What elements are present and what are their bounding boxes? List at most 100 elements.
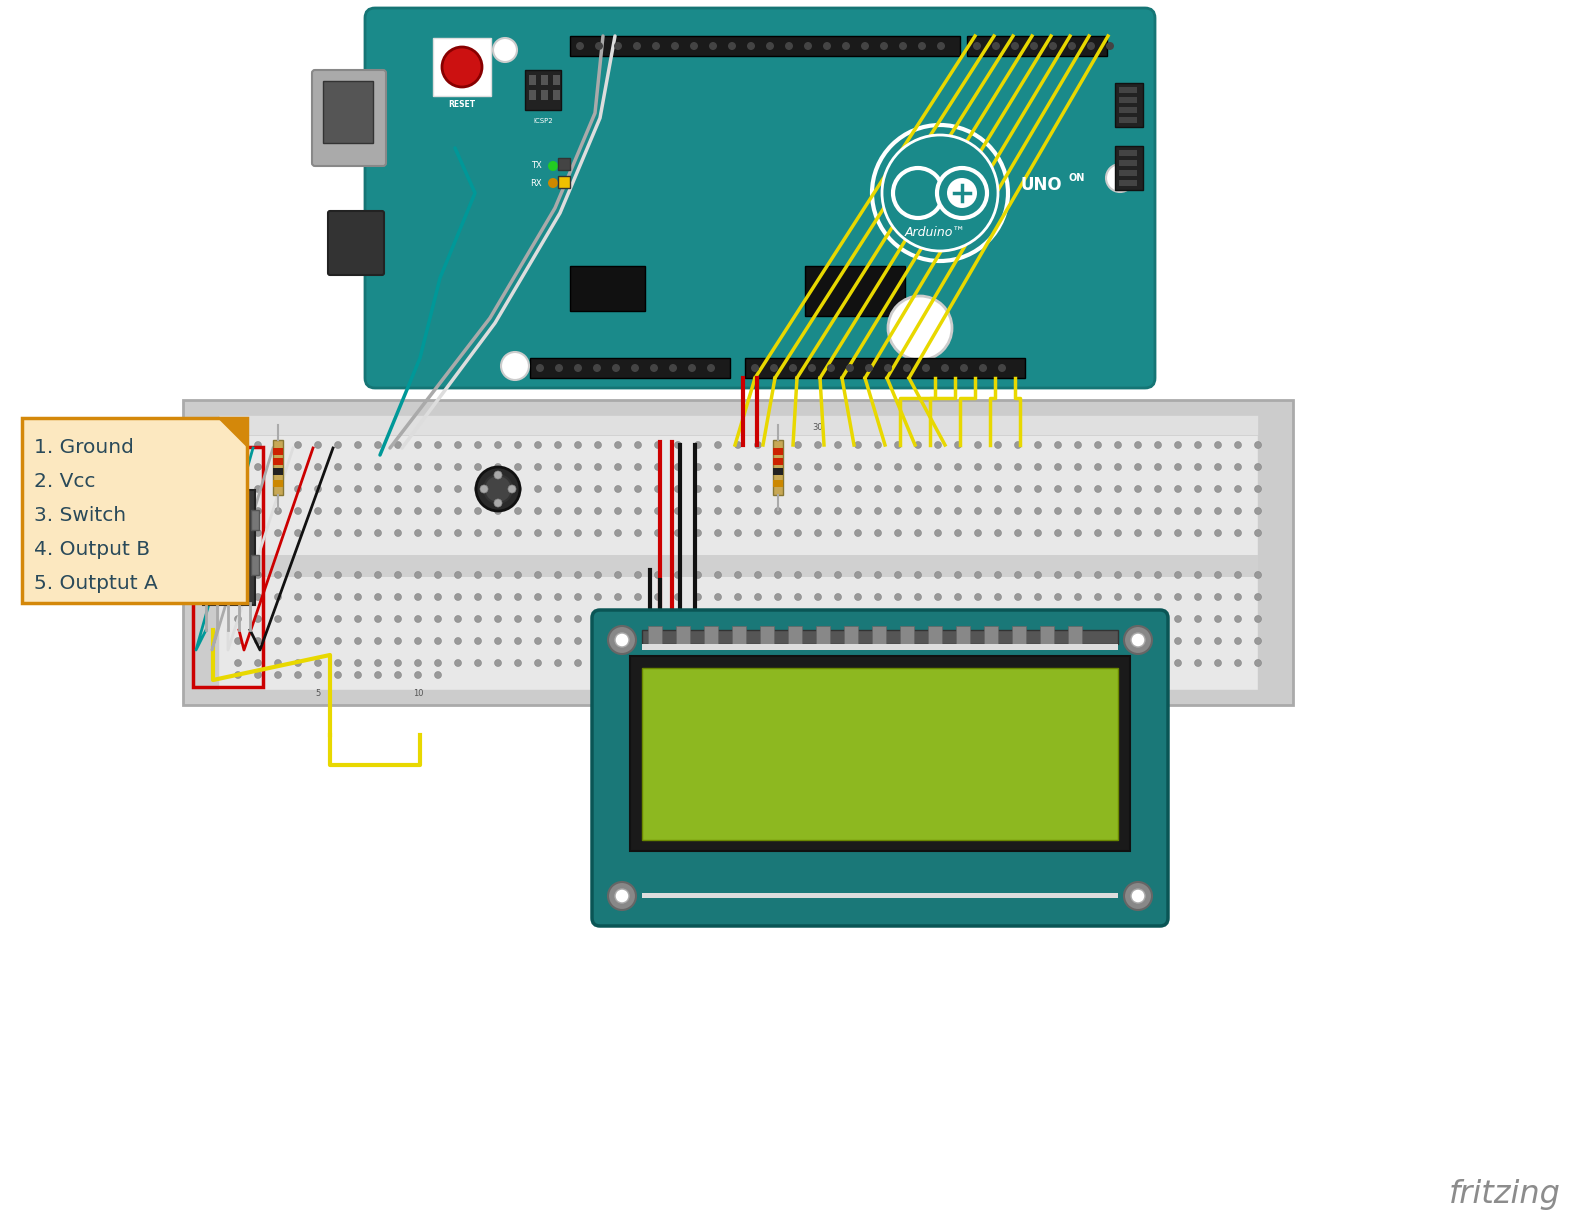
Circle shape xyxy=(1135,659,1141,667)
Circle shape xyxy=(335,637,341,645)
Text: 4. Output B: 4. Output B xyxy=(35,540,149,559)
Circle shape xyxy=(934,529,942,537)
Circle shape xyxy=(1014,442,1022,448)
Bar xyxy=(773,448,783,456)
Circle shape xyxy=(715,615,722,623)
Circle shape xyxy=(1195,637,1201,645)
Circle shape xyxy=(1234,529,1242,537)
Circle shape xyxy=(355,593,362,600)
Circle shape xyxy=(954,442,962,448)
Circle shape xyxy=(1154,485,1162,492)
Circle shape xyxy=(1086,42,1096,50)
Circle shape xyxy=(635,507,641,515)
Circle shape xyxy=(894,442,901,448)
Circle shape xyxy=(775,442,781,448)
Circle shape xyxy=(1195,659,1201,667)
Circle shape xyxy=(335,659,341,667)
Circle shape xyxy=(998,363,1006,372)
Circle shape xyxy=(835,442,841,448)
Circle shape xyxy=(874,571,882,578)
Circle shape xyxy=(534,463,541,470)
Bar xyxy=(1119,107,1137,113)
Text: ICSP2: ICSP2 xyxy=(533,118,553,124)
Circle shape xyxy=(454,659,462,667)
Circle shape xyxy=(794,659,802,667)
Bar xyxy=(530,359,729,378)
Circle shape xyxy=(555,529,561,537)
Circle shape xyxy=(314,615,322,623)
Circle shape xyxy=(654,529,662,537)
Circle shape xyxy=(1055,442,1061,448)
Circle shape xyxy=(1115,463,1121,470)
Circle shape xyxy=(1135,507,1141,515)
Circle shape xyxy=(615,889,629,903)
Circle shape xyxy=(594,615,602,623)
Circle shape xyxy=(894,593,901,600)
Circle shape xyxy=(1094,659,1102,667)
Circle shape xyxy=(495,529,501,537)
Circle shape xyxy=(615,659,621,667)
Circle shape xyxy=(534,507,541,515)
Text: 30: 30 xyxy=(813,424,824,432)
Circle shape xyxy=(1234,659,1242,667)
Circle shape xyxy=(1215,593,1221,600)
Circle shape xyxy=(995,571,1001,578)
Circle shape xyxy=(479,485,487,492)
Circle shape xyxy=(495,659,501,667)
Circle shape xyxy=(734,659,742,667)
Circle shape xyxy=(855,442,861,448)
Circle shape xyxy=(775,571,781,578)
Circle shape xyxy=(255,659,261,667)
Bar xyxy=(274,468,283,475)
Circle shape xyxy=(894,463,901,470)
Circle shape xyxy=(1115,442,1121,448)
Circle shape xyxy=(442,47,483,87)
Circle shape xyxy=(514,507,522,515)
Circle shape xyxy=(846,363,854,372)
Circle shape xyxy=(674,529,682,537)
Circle shape xyxy=(594,637,602,645)
Circle shape xyxy=(1094,507,1102,515)
Circle shape xyxy=(255,485,261,492)
FancyBboxPatch shape xyxy=(311,70,387,166)
Circle shape xyxy=(234,529,242,537)
Bar xyxy=(530,75,536,85)
Circle shape xyxy=(275,571,281,578)
Circle shape xyxy=(1234,485,1242,492)
Circle shape xyxy=(335,463,341,470)
Circle shape xyxy=(294,659,302,667)
Circle shape xyxy=(294,463,302,470)
Circle shape xyxy=(294,507,302,515)
Circle shape xyxy=(695,593,701,600)
Circle shape xyxy=(615,571,621,578)
Circle shape xyxy=(374,615,382,623)
Circle shape xyxy=(1034,637,1042,645)
Circle shape xyxy=(355,637,362,645)
Circle shape xyxy=(808,363,816,372)
Circle shape xyxy=(934,463,942,470)
Circle shape xyxy=(1075,659,1082,667)
Circle shape xyxy=(1115,529,1121,537)
Circle shape xyxy=(434,672,442,679)
Circle shape xyxy=(475,442,481,448)
Circle shape xyxy=(755,442,761,448)
Circle shape xyxy=(654,442,662,448)
Circle shape xyxy=(534,593,541,600)
Bar xyxy=(745,359,1025,378)
Circle shape xyxy=(1124,626,1152,655)
Circle shape xyxy=(835,463,841,470)
Circle shape xyxy=(734,529,742,537)
Bar xyxy=(274,448,283,456)
Circle shape xyxy=(874,615,882,623)
Circle shape xyxy=(995,615,1001,623)
Circle shape xyxy=(835,529,841,537)
Circle shape xyxy=(755,615,761,623)
Circle shape xyxy=(894,529,901,537)
Circle shape xyxy=(255,593,261,600)
Circle shape xyxy=(1254,659,1261,667)
Circle shape xyxy=(794,507,802,515)
Circle shape xyxy=(1215,637,1221,645)
Circle shape xyxy=(355,442,362,448)
Circle shape xyxy=(275,615,281,623)
Bar xyxy=(571,36,960,56)
